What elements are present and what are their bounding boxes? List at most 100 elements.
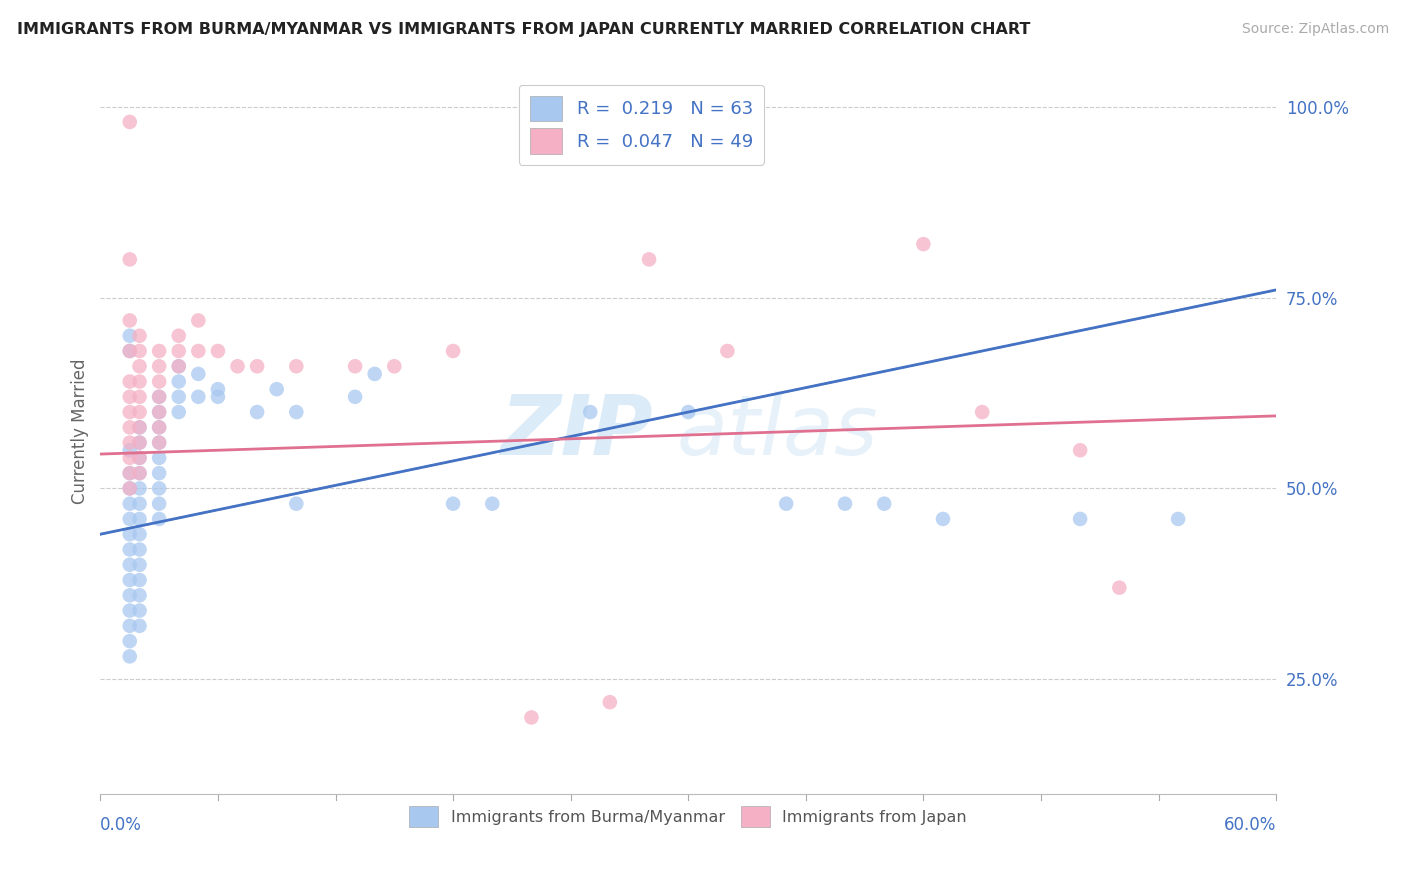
Point [128, 405, 150, 419]
Point [148, 390, 170, 404]
Point [148, 405, 170, 419]
Point [128, 375, 150, 389]
Point [128, 435, 150, 450]
Point [118, 588, 141, 602]
Point [676, 405, 699, 419]
Point [118, 435, 141, 450]
Point [148, 359, 170, 374]
Point [148, 435, 170, 450]
Point [128, 466, 150, 480]
Point [187, 343, 209, 358]
Point [167, 390, 190, 404]
Point [118, 450, 141, 465]
Point [128, 450, 150, 465]
Point [716, 343, 738, 358]
Point [128, 359, 150, 374]
Text: 60.0%: 60.0% [1223, 815, 1277, 833]
Point [118, 634, 141, 648]
Point [128, 450, 150, 465]
Point [344, 359, 367, 374]
Point [128, 573, 150, 587]
Point [118, 542, 141, 557]
Point [285, 359, 308, 374]
Point [118, 390, 141, 404]
Point [148, 420, 170, 434]
Point [118, 527, 141, 541]
Point [912, 237, 935, 252]
Point [148, 420, 170, 434]
Legend: Immigrants from Burma/Myanmar, Immigrants from Japan: Immigrants from Burma/Myanmar, Immigrant… [404, 799, 973, 833]
Point [118, 405, 141, 419]
Point [775, 497, 797, 511]
Point [118, 343, 141, 358]
Point [128, 619, 150, 633]
Point [118, 649, 141, 664]
Point [344, 390, 367, 404]
Point [118, 252, 141, 267]
Point [167, 343, 190, 358]
Point [118, 482, 141, 496]
Point [148, 466, 170, 480]
Point [148, 405, 170, 419]
Point [128, 343, 150, 358]
Point [128, 435, 150, 450]
Text: ZIP: ZIP [501, 391, 652, 472]
Point [972, 405, 994, 419]
Point [118, 328, 141, 343]
Point [148, 390, 170, 404]
Text: Source: ZipAtlas.com: Source: ZipAtlas.com [1241, 22, 1389, 37]
Point [167, 405, 190, 419]
Point [187, 390, 209, 404]
Point [128, 328, 150, 343]
Point [363, 367, 385, 381]
Point [1108, 581, 1130, 595]
Point [118, 466, 141, 480]
Point [481, 497, 503, 511]
Point [187, 313, 209, 327]
Point [1167, 512, 1189, 526]
Point [441, 343, 464, 358]
Point [285, 497, 308, 511]
Point [128, 482, 150, 496]
Y-axis label: Currently Married: Currently Married [72, 359, 89, 504]
Point [207, 382, 229, 396]
Point [128, 558, 150, 572]
Point [207, 390, 229, 404]
Point [167, 359, 190, 374]
Point [118, 497, 141, 511]
Point [128, 497, 150, 511]
Point [148, 482, 170, 496]
Point [148, 512, 170, 526]
Point [246, 405, 269, 419]
Point [128, 527, 150, 541]
Point [932, 512, 955, 526]
Point [266, 382, 288, 396]
Point [118, 115, 141, 129]
Point [118, 558, 141, 572]
Point [118, 603, 141, 617]
Point [118, 573, 141, 587]
Point [579, 405, 602, 419]
Point [118, 420, 141, 434]
Point [128, 603, 150, 617]
Point [873, 497, 896, 511]
Point [167, 359, 190, 374]
Point [128, 466, 150, 480]
Point [167, 328, 190, 343]
Point [207, 343, 229, 358]
Point [118, 375, 141, 389]
Point [1069, 443, 1091, 458]
Point [118, 619, 141, 633]
Point [148, 435, 170, 450]
Point [148, 450, 170, 465]
Point [118, 482, 141, 496]
Text: atlas: atlas [676, 391, 879, 472]
Point [441, 497, 464, 511]
Point [520, 710, 543, 724]
Point [148, 375, 170, 389]
Point [834, 497, 856, 511]
Point [128, 542, 150, 557]
Point [128, 420, 150, 434]
Point [118, 443, 141, 458]
Point [128, 420, 150, 434]
